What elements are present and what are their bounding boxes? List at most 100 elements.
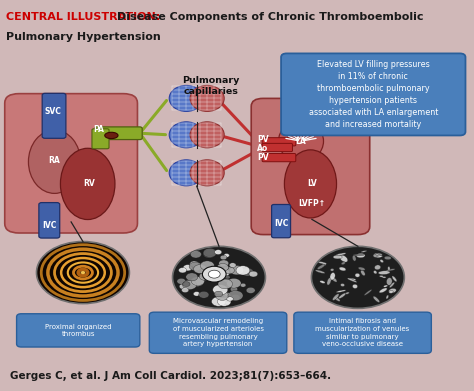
Circle shape [240,283,246,287]
Ellipse shape [336,253,346,256]
Ellipse shape [60,148,115,219]
Text: IVC: IVC [42,221,56,230]
Circle shape [182,280,197,290]
Ellipse shape [383,285,388,287]
Ellipse shape [374,265,381,270]
Circle shape [203,248,217,257]
Ellipse shape [389,289,396,293]
Text: Disease Components of Chronic Thromboembolic: Disease Components of Chronic Thromboemb… [117,11,424,22]
Circle shape [224,278,229,282]
Text: RA: RA [49,156,60,165]
Ellipse shape [346,292,349,294]
Circle shape [215,268,229,278]
Circle shape [213,285,228,295]
Circle shape [183,283,189,287]
FancyBboxPatch shape [262,138,296,146]
Ellipse shape [347,278,357,282]
Circle shape [199,291,209,298]
Circle shape [215,250,222,255]
Circle shape [218,279,233,289]
Ellipse shape [105,132,118,139]
Text: LA: LA [296,136,306,146]
Text: PV: PV [257,153,269,162]
Text: Pulmonary Hypertension: Pulmonary Hypertension [6,32,161,41]
Circle shape [191,251,201,258]
Text: PA: PA [93,125,104,134]
Ellipse shape [379,288,387,293]
Text: LV: LV [307,179,317,188]
Ellipse shape [392,276,397,282]
Circle shape [183,282,190,287]
Circle shape [179,267,187,273]
FancyBboxPatch shape [95,127,142,140]
Circle shape [220,255,227,260]
Ellipse shape [318,262,327,264]
Circle shape [214,291,223,297]
Circle shape [226,284,231,288]
Circle shape [173,246,265,308]
FancyBboxPatch shape [272,204,291,238]
Circle shape [36,242,129,304]
Circle shape [246,287,255,293]
Ellipse shape [356,253,365,258]
Text: Elevated LV filling pressures
in 11% of chronic
thromboembolic pulmonary
hyperte: Elevated LV filling pressures in 11% of … [309,59,438,129]
FancyBboxPatch shape [281,54,465,135]
Circle shape [205,249,215,255]
Circle shape [217,264,228,271]
FancyBboxPatch shape [262,143,292,152]
Circle shape [183,265,192,271]
Ellipse shape [333,255,342,259]
Ellipse shape [28,130,81,194]
FancyBboxPatch shape [17,314,140,347]
Circle shape [199,272,211,280]
FancyBboxPatch shape [251,99,370,235]
Circle shape [311,246,404,308]
Ellipse shape [348,278,356,280]
Circle shape [227,278,241,288]
Circle shape [203,250,215,258]
Circle shape [216,292,229,300]
Text: RV: RV [83,179,95,188]
Ellipse shape [190,122,224,148]
Circle shape [249,271,258,277]
Ellipse shape [384,256,391,260]
Circle shape [209,270,220,278]
Text: Gerges C, et al. J Am Coll Cardiol. 2023;81(7):653–664.: Gerges C, et al. J Am Coll Cardiol. 2023… [10,371,331,381]
Circle shape [190,277,204,286]
Circle shape [230,265,244,275]
Ellipse shape [380,260,383,263]
Circle shape [227,297,233,301]
Circle shape [81,271,85,274]
Circle shape [228,291,243,301]
Ellipse shape [390,282,394,288]
FancyBboxPatch shape [291,103,307,129]
Ellipse shape [336,290,346,292]
Circle shape [179,283,188,289]
Circle shape [211,297,226,306]
Ellipse shape [335,297,340,301]
Text: Ao: Ao [257,144,269,153]
Circle shape [231,294,240,301]
Circle shape [191,277,204,285]
Circle shape [229,263,236,267]
Ellipse shape [386,269,395,271]
Ellipse shape [353,255,356,261]
Ellipse shape [330,273,335,280]
Ellipse shape [355,273,360,277]
Ellipse shape [382,276,386,278]
Ellipse shape [333,294,339,300]
Ellipse shape [361,270,365,276]
Circle shape [200,261,214,270]
Ellipse shape [341,262,345,265]
Ellipse shape [353,254,364,256]
Ellipse shape [169,85,203,111]
FancyBboxPatch shape [149,312,287,353]
Ellipse shape [322,263,326,265]
Ellipse shape [374,253,383,257]
Ellipse shape [190,160,224,186]
Circle shape [224,267,235,274]
Ellipse shape [340,283,345,287]
Circle shape [182,288,189,292]
Circle shape [224,294,232,299]
Text: Proximal organized
thrombus: Proximal organized thrombus [45,323,111,337]
